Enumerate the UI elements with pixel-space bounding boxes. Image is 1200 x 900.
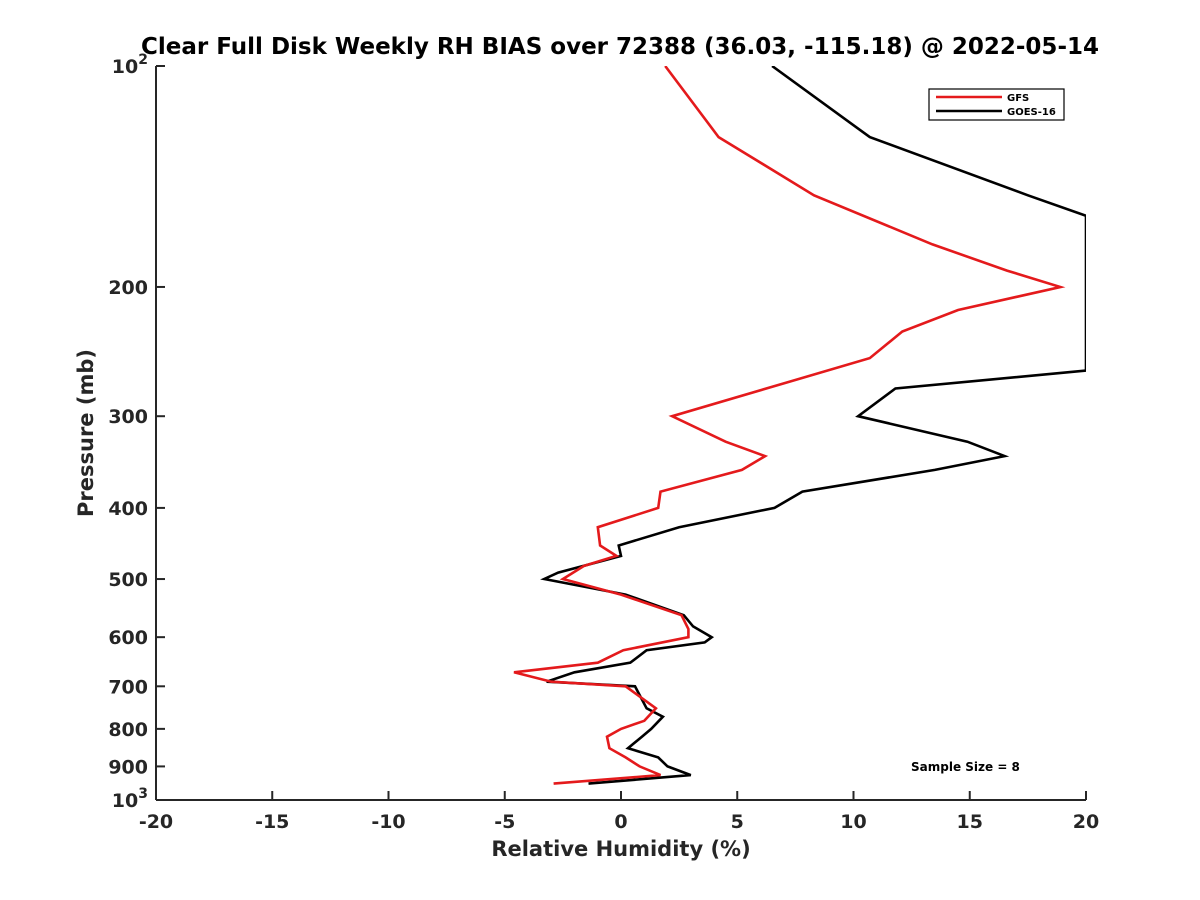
y-tick-label-base: 800 (108, 719, 148, 741)
y-tick-label-base: 700 (108, 676, 148, 698)
y-tick-label-base: 900 (108, 756, 148, 778)
y-tick-label-exponent: 2 (138, 52, 148, 68)
x-tick-label: 5 (731, 811, 744, 833)
y-tick-label: 800 (108, 719, 148, 741)
x-axis-label: Relative Humidity (%) (491, 837, 750, 861)
legend-label-goes16: GOES-16 (1007, 107, 1056, 118)
x-axis-ticks: -20 -15 -10 -5 0 5 10 15 20 (139, 791, 1099, 833)
x-tick-label: -20 (139, 811, 173, 833)
y-tick-label: 102 (112, 52, 148, 78)
plot-lines (513, 66, 1086, 785)
y-tick-label-base: 600 (108, 627, 148, 649)
y-tick-label: 400 (108, 498, 148, 520)
series-line-goes16 (540, 66, 1086, 785)
legend: GFS GOES-16 (928, 88, 1065, 121)
x-tick-label: 0 (614, 811, 627, 833)
legend-label-gfs: GFS (1007, 93, 1029, 104)
chart-title: Clear Full Disk Weekly RH BIAS over 7238… (141, 34, 1099, 60)
x-tick-label: -10 (371, 811, 405, 833)
x-tick-label: 15 (957, 811, 983, 833)
y-tick-label: 103 (112, 786, 148, 812)
y-tick-label-base: 200 (108, 277, 148, 299)
y-tick-label: 500 (108, 569, 148, 591)
legend-box (928, 88, 1065, 121)
x-tick-label: -15 (255, 811, 289, 833)
x-tick-label: 10 (840, 811, 866, 833)
x-tick-label: 20 (1073, 811, 1099, 833)
y-tick-label: 700 (108, 676, 148, 698)
y-tick-label: 200 (108, 277, 148, 299)
x-tick-label: -5 (494, 811, 515, 833)
series-line-gfs (513, 66, 1066, 785)
y-tick-label: 900 (108, 756, 148, 778)
y-tick-label: 600 (108, 627, 148, 649)
y-tick-label: 300 (108, 406, 148, 428)
y-tick-label-base: 300 (108, 406, 148, 428)
y-tick-label-exponent: 3 (138, 786, 148, 802)
sample-size-annotation: Sample Size = 8 (911, 760, 1020, 774)
y-tick-label-base: 10 (112, 790, 138, 812)
y-tick-label-base: 500 (108, 569, 148, 591)
y-tick-label-base: 10 (112, 56, 138, 78)
y-tick-label-base: 400 (108, 498, 148, 520)
y-axis-label: Pressure (mb) (74, 349, 98, 517)
